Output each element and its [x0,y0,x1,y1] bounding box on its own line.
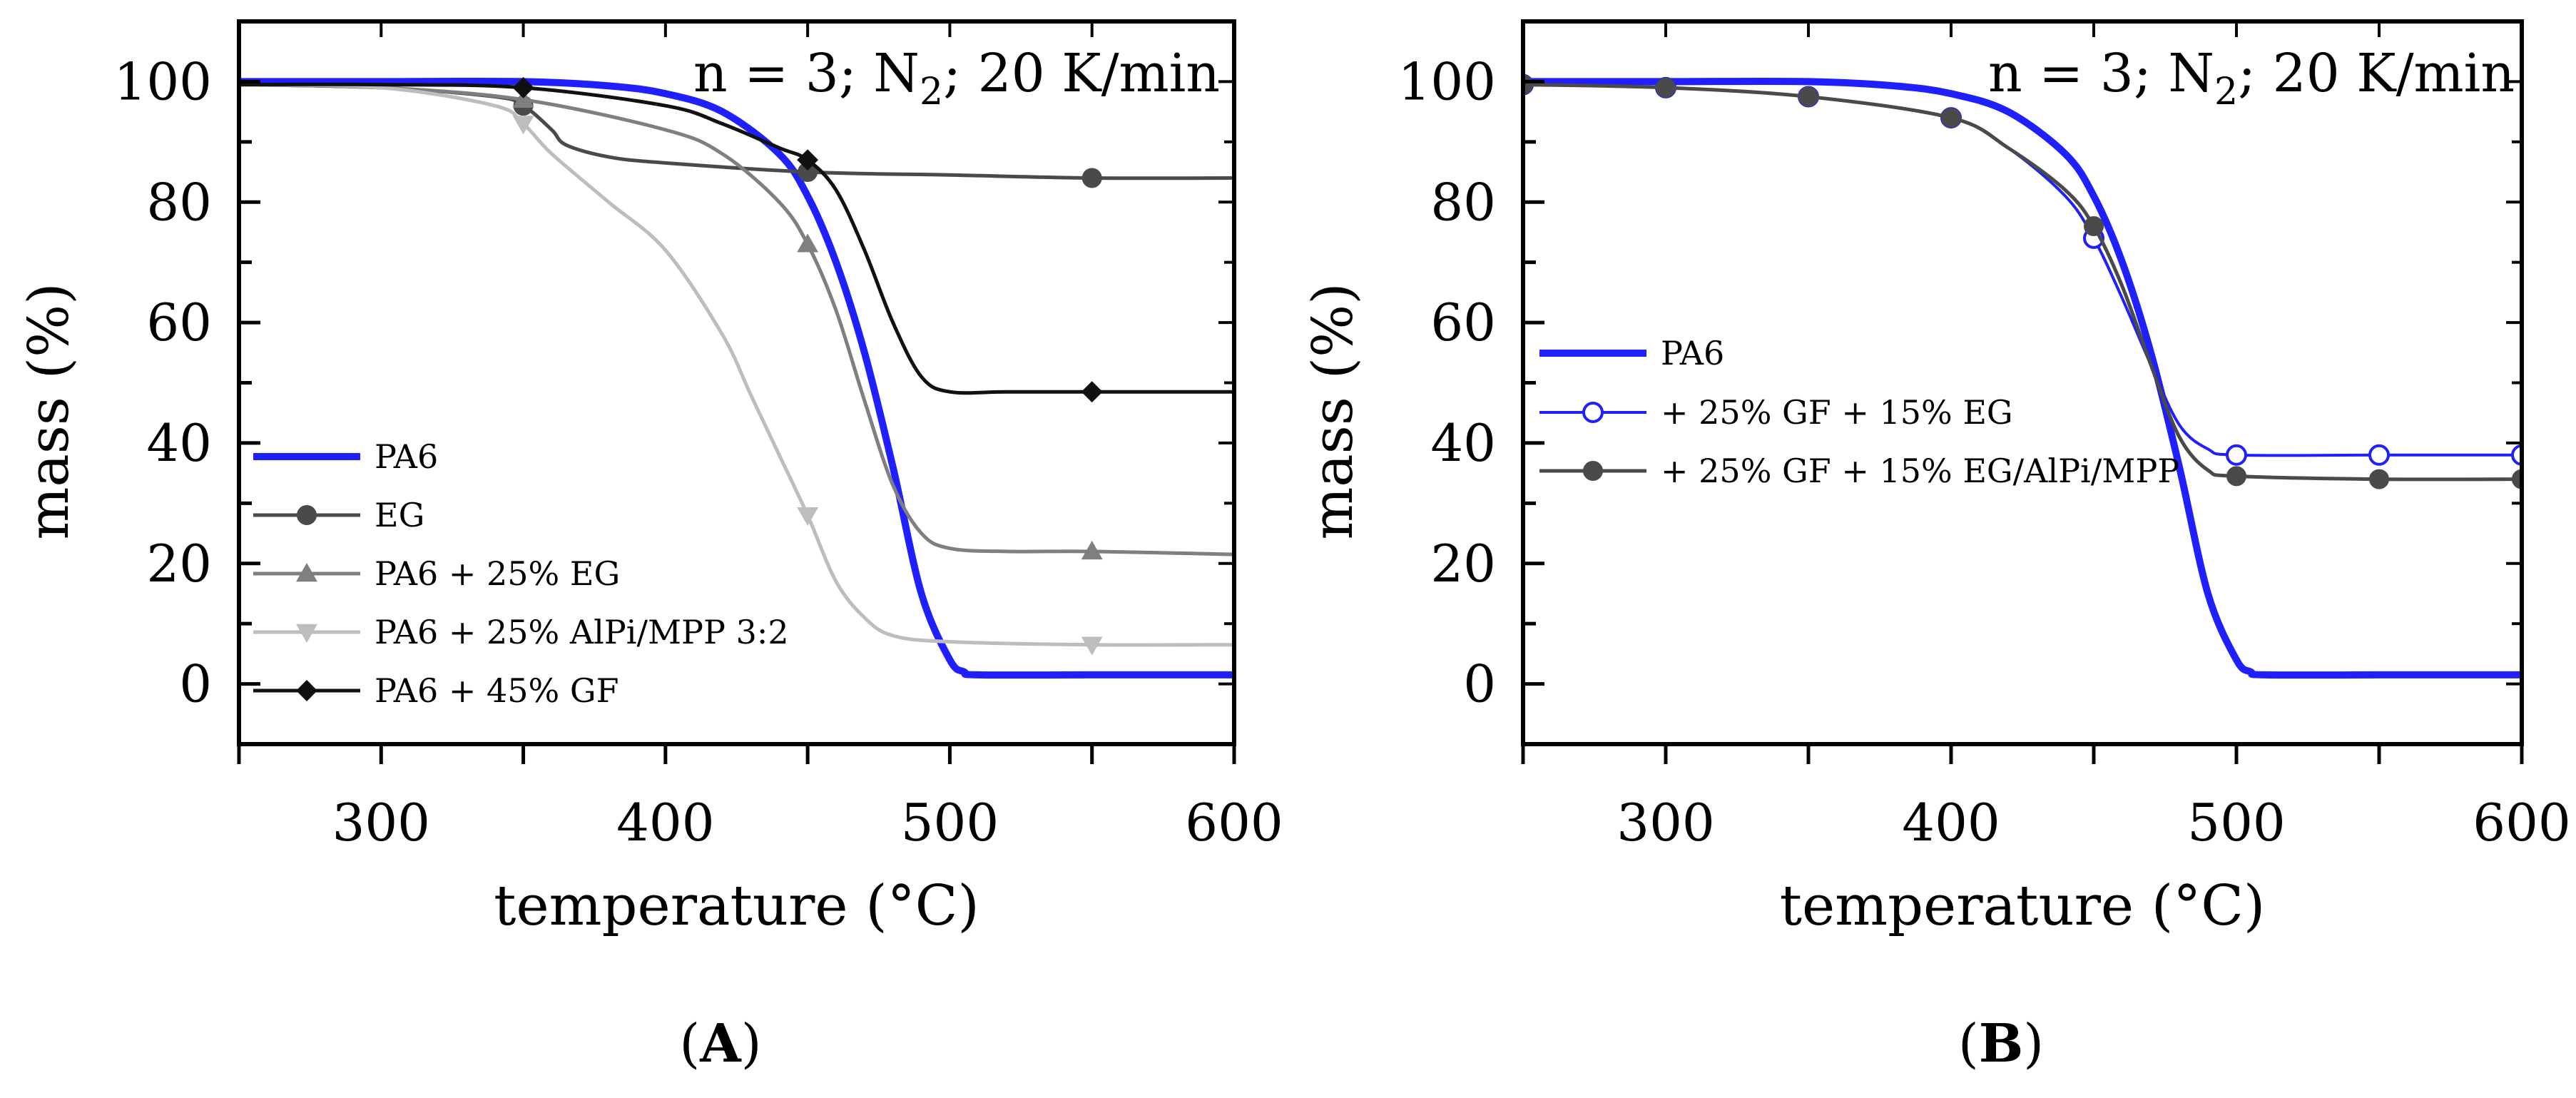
panel-b: 300 400 500 600 0 20 40 60 80 100 temperature (°C)… [1301,19,2571,1074]
y-tick-label: 80 [146,172,212,232]
data-point-5-3 [1081,381,1103,403]
y-tick-label: 20 [146,534,212,594]
plot-frame [1521,19,2524,746]
data-point-3-2 [797,233,819,253]
y-tick-label: 60 [1430,293,1496,352]
panel-caption: (A) [679,1013,761,1074]
caption-open: ( [1958,1013,1979,1074]
x-tick-label: 600 [1185,793,1283,853]
y-tick-label: 100 [114,51,212,111]
caption-close: ) [2023,1013,2044,1074]
plot-area [1523,73,2522,679]
caption-letter: B [1979,1013,2024,1074]
x-tick-label: 300 [1617,793,1714,853]
legend-marker [296,624,317,643]
y-tick-label: 80 [1430,172,1496,232]
series-line-1 [239,77,1234,679]
y-axis-title: mass (%) [1301,283,1365,539]
conditions-annotation: n = 3; N2; 20 K/min [1988,43,2515,113]
legend: PA6 + 25% GF + 15% EG + 25% GF + 15% EG/Al… [1539,334,2179,490]
y-tick-label: 40 [1430,413,1496,473]
y-tick-label: 20 [1430,534,1496,594]
series-line-3 [239,83,1234,556]
caption-close: ) [741,1013,762,1074]
legend-label: + 25% GF + 15% EG [1661,393,2013,432]
series-line-5 [239,82,1234,395]
legend-marker [1583,461,1603,481]
annotation-suffix: ; 20 K/min [2238,43,2515,104]
y-tick-label: 0 [1463,654,1496,714]
panel-a: 300 400 500 600 0 20 40 60 80 100 temperature (°C)… [17,19,1283,1074]
x-tick-label: 500 [2187,793,2285,853]
y-tick-label: 0 [179,654,212,714]
annotation-prefix: n = 3; N [693,43,920,104]
caption-letter: A [699,1013,742,1074]
data-point-3-1 [512,88,534,108]
data-point-2-3 [1081,168,1102,188]
legend-marker [296,680,317,701]
y-tick-label: 60 [146,293,212,352]
data-point-3-3 [1081,540,1103,560]
data-point-2-7 [2368,444,2390,466]
legend-marker [296,563,317,582]
series-line-3 [1523,83,2522,482]
data-point-3-7 [2369,469,2389,489]
y-tick-label: 40 [146,413,212,473]
data-point-3-2 [1656,77,1676,98]
x-tick-label: 400 [616,793,714,853]
data-point-3-6 [2226,466,2246,487]
data-point-3-4 [1941,108,1961,128]
data-point-4-3 [1081,636,1103,656]
legend-marker [297,505,317,525]
x-axis-title: temperature (°C) [494,874,979,938]
x-tick-label: 500 [901,793,999,853]
legend-label: EG [375,496,424,534]
panel-caption: (B) [1958,1013,2044,1074]
data-point-5-1 [512,76,534,98]
y-tick-label: 100 [1398,51,1496,111]
legend-label: PA6 [375,437,438,476]
x-tick-label: 400 [1902,793,2000,853]
x-tick-label: 300 [332,793,430,853]
annotation-prefix: n = 3; N [1988,43,2214,104]
annotation-subscript: 2 [2214,71,2238,113]
legend-label: PA6 [1661,334,1724,372]
data-point-3-3 [1798,86,1818,107]
conditions-annotation: n = 3; N2; 20 K/min [693,43,1220,113]
legend-label: PA6 + 25% EG [375,554,620,593]
data-point-2-6 [2226,444,2247,466]
data-point-4-1 [512,116,534,135]
y-axis-title: mass (%) [17,283,81,539]
data-point-4-2 [797,507,819,527]
x-tick-label: 600 [2473,793,2570,853]
data-point-2-8 [2511,444,2522,466]
data-point-3-8 [2512,469,2522,489]
legend: PA6 EG PA6 + 25% EG PA6 + 25% AlPi/MPP 3:2 P… [253,437,789,710]
legend-label: PA6 + 45% GF [375,671,619,710]
series-line-4 [239,83,1234,647]
legend-label: PA6 + 25% AlPi/MPP 3:2 [375,613,789,651]
legend-label: + 25% GF + 15% EG/AlPi/MPP [1661,452,2179,490]
plot-area [239,76,1234,679]
data-point-3-5 [2084,216,2104,237]
annotation-suffix: ; 20 K/min [943,43,1220,104]
annotation-subscript: 2 [920,71,943,113]
data-point-5-2 [797,149,819,171]
series-line-1 [1523,77,2522,679]
caption-open: ( [679,1013,700,1074]
x-axis-title: temperature (°C) [1780,874,2266,938]
legend-marker [1582,402,1604,423]
